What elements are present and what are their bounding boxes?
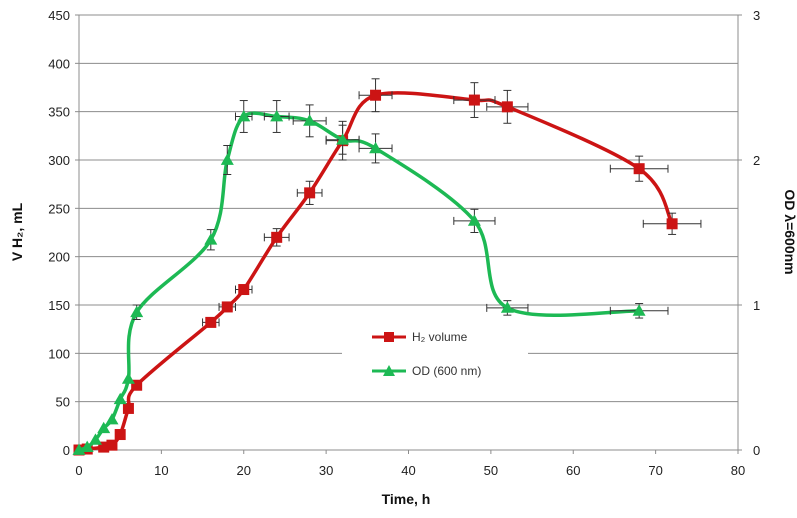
data-point-od-2 (89, 433, 102, 445)
data-point-h2-4 (114, 429, 126, 441)
data-point-h2-3 (106, 439, 118, 451)
data-point-od-0 (72, 443, 86, 455)
data-point-od-16 (500, 301, 514, 313)
data-point-h2-14 (468, 94, 480, 106)
data-point-h2-9 (238, 284, 250, 296)
axes (75, 14, 742, 454)
y2-tick-label-2: 2 (753, 153, 760, 168)
data-point-od-10 (237, 110, 251, 122)
data-point-h2-10 (271, 231, 283, 243)
data-point-od-9 (220, 153, 234, 165)
data-point-od-6 (121, 372, 135, 384)
x-tick-label-60: 60 (566, 463, 580, 478)
y-tick-label-450: 450 (48, 8, 70, 23)
legend-background (342, 318, 528, 386)
data-point-h2-13 (370, 89, 382, 101)
data-point-od-11 (270, 110, 284, 122)
data-point-od-7 (130, 305, 144, 318)
data-point-od-17 (632, 304, 646, 316)
legend-label-od: OD (600 nm) (412, 364, 481, 378)
legend-marker-h2 (384, 332, 394, 342)
series-line-od (78, 111, 640, 452)
x-tick-label-40: 40 (401, 463, 415, 478)
data-point-od-5 (113, 392, 127, 405)
data-point-h2-15 (501, 101, 513, 113)
y-tick-label-250: 250 (48, 201, 70, 216)
data-point-h2-17 (666, 218, 678, 230)
data-point-h2-5 (122, 402, 134, 414)
data-point-h2-7 (205, 316, 217, 328)
data-point-od-13 (336, 133, 350, 145)
x-tick-label-10: 10 (154, 463, 168, 478)
data-point-h2-16 (633, 163, 645, 175)
y-axis-title: V H₂, mL (9, 202, 25, 261)
data-point-od-8 (204, 233, 218, 245)
data-point-od-15 (467, 214, 481, 226)
legend-marker-od (383, 365, 395, 376)
x-tick-label-20: 20 (237, 463, 251, 478)
x-tick-label-30: 30 (319, 463, 333, 478)
x-tick-label-0: 0 (75, 463, 82, 478)
y-tick-label-400: 400 (48, 56, 70, 71)
y-tick-label-350: 350 (48, 105, 70, 120)
data-point-od-14 (369, 141, 383, 154)
y-tick-label-200: 200 (48, 250, 70, 265)
data-point-h2-8 (221, 301, 233, 313)
legend: H₂ volume OD (600 nm) (342, 318, 528, 386)
y-tick-label-300: 300 (48, 153, 70, 168)
x-axis-title: Time, h (382, 491, 431, 507)
y-tick-label-100: 100 (48, 346, 70, 361)
y2-tick-label-3: 3 (753, 8, 760, 23)
data-point-od-12 (303, 114, 317, 126)
legend-label-h2: H₂ volume (412, 330, 468, 344)
y2-tick-label-0: 0 (753, 443, 760, 458)
y-tick-label-0: 0 (63, 443, 70, 458)
y-tick-label-150: 150 (48, 298, 70, 313)
data-point-h2-2 (98, 441, 110, 453)
data-point-od-4 (105, 413, 119, 425)
x-tick-label-70: 70 (648, 463, 662, 478)
x-tick-label-50: 50 (484, 463, 498, 478)
data-point-od-1 (80, 440, 94, 452)
data-point-h2-11 (304, 187, 316, 199)
y2-axis-title: OD λ=600nm (782, 189, 797, 274)
data-point-od-3 (97, 421, 111, 434)
y-tick-label-50: 50 (56, 395, 70, 410)
gridlines (79, 14, 738, 403)
data-point-h2-6 (131, 379, 143, 391)
series-layer (72, 78, 702, 456)
y2-tick-label-1: 1 (753, 298, 760, 313)
x-tick-label-80: 80 (731, 463, 745, 478)
